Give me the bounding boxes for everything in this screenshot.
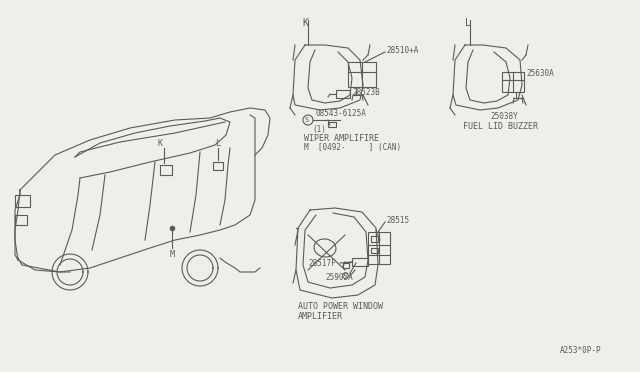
Text: 25630A: 25630A xyxy=(526,68,554,77)
Text: S: S xyxy=(305,117,309,123)
Text: A253*0P-P: A253*0P-P xyxy=(560,346,602,355)
Bar xyxy=(336,90,350,98)
Bar xyxy=(368,232,390,264)
Text: 25038Y: 25038Y xyxy=(490,112,518,121)
Bar xyxy=(502,72,524,92)
Text: FUEL LID BUZZER: FUEL LID BUZZER xyxy=(463,122,538,131)
Text: AMPLIFIER: AMPLIFIER xyxy=(298,312,343,321)
Text: M: M xyxy=(170,250,175,259)
Text: M  [0492-     ] (CAN): M [0492- ] (CAN) xyxy=(304,143,401,152)
Text: AUTO POWER WINDOW: AUTO POWER WINDOW xyxy=(298,302,383,311)
Bar xyxy=(343,263,349,268)
Text: 25905A: 25905A xyxy=(325,273,353,282)
Text: 28515: 28515 xyxy=(386,215,409,224)
Text: K: K xyxy=(302,18,308,28)
Text: 08543-6125A: 08543-6125A xyxy=(316,109,367,118)
Text: L: L xyxy=(216,139,221,148)
Bar xyxy=(348,62,376,87)
Bar xyxy=(160,165,172,175)
Text: K: K xyxy=(157,139,163,148)
Text: 28510+A: 28510+A xyxy=(386,45,419,55)
Bar xyxy=(352,258,368,266)
Bar xyxy=(15,195,30,207)
Text: L: L xyxy=(465,18,471,28)
Bar xyxy=(15,215,27,225)
Bar xyxy=(213,162,223,170)
Text: 28523B: 28523B xyxy=(352,87,380,96)
Bar xyxy=(371,236,378,242)
Bar xyxy=(371,248,378,253)
Text: (1): (1) xyxy=(312,125,326,134)
Bar xyxy=(328,122,336,127)
Text: WIPER AMPLIFIRE: WIPER AMPLIFIRE xyxy=(304,134,379,143)
Text: 28517F: 28517F xyxy=(308,259,336,267)
